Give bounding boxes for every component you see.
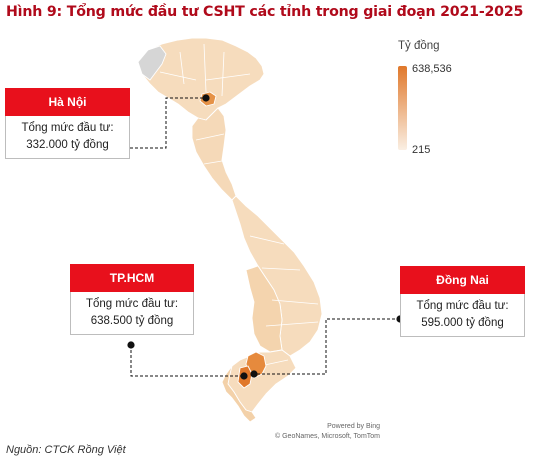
legend-unit: Tỷ đồng (398, 40, 440, 52)
map-credit-bing: Powered by Bing (327, 423, 380, 430)
legend-max-value: 638,536 (412, 63, 452, 75)
hcm-dot (240, 372, 248, 380)
callout-dongnai-label: Tổng mức đầu tư: (416, 300, 509, 312)
callout-hanoi-value: 332.000 tỷ đồng (26, 139, 109, 151)
callout-hcm-body: Tổng mức đầu tư: 638.500 tỷ đồng (70, 292, 194, 335)
callout-hanoi-body: Tổng mức đầu tư: 332.000 tỷ đồng (5, 116, 130, 159)
dongnai-dot (250, 370, 258, 378)
callout-hcm-name: TP.HCM (70, 264, 194, 292)
hanoi-dot (202, 94, 210, 102)
map-credit-geonames: © GeoNames, Microsoft, TomTom (275, 433, 380, 440)
callout-dongnai-name: Đồng Nai (400, 266, 525, 294)
callout-dongnai-value: 595.000 tỷ đồng (421, 317, 504, 329)
dongnai-connector (254, 318, 400, 375)
callout-hanoi: Hà Nội Tổng mức đầu tư: 332.000 tỷ đồng (5, 88, 130, 159)
hanoi-connector (130, 97, 206, 149)
legend-min-value: 215 (412, 144, 431, 156)
callout-hanoi-name: Hà Nội (5, 88, 130, 116)
northern-region (137, 37, 265, 121)
hcm-box-dot (127, 341, 135, 349)
callout-hanoi-label: Tổng mức đầu tư: (21, 122, 114, 134)
callout-hcm-value: 638.500 tỷ đồng (90, 315, 174, 327)
callout-dongnai: Đồng Nai Tổng mức đầu tư: 595.000 tỷ đồn… (400, 266, 525, 337)
hcm-connector (130, 345, 244, 377)
callout-hcm: TP.HCM Tổng mức đầu tư: 638.500 tỷ đồng (70, 264, 194, 335)
source-note: Nguồn: CTCK Rồng Việt (6, 444, 126, 456)
figure-title: Hình 9: Tổng mức đầu tư CSHT các tỉnh tr… (6, 4, 524, 20)
north-central-region (191, 107, 237, 201)
mekong-delta-region (221, 365, 257, 423)
callout-dongnai-body: Tổng mức đầu tư: 595.000 tỷ đồng (400, 294, 525, 337)
central-coast-region (231, 195, 323, 357)
callout-hcm-label: Tổng mức đầu tư: (85, 298, 179, 310)
unshaded-area (137, 45, 167, 81)
legend-gradient (398, 66, 407, 150)
